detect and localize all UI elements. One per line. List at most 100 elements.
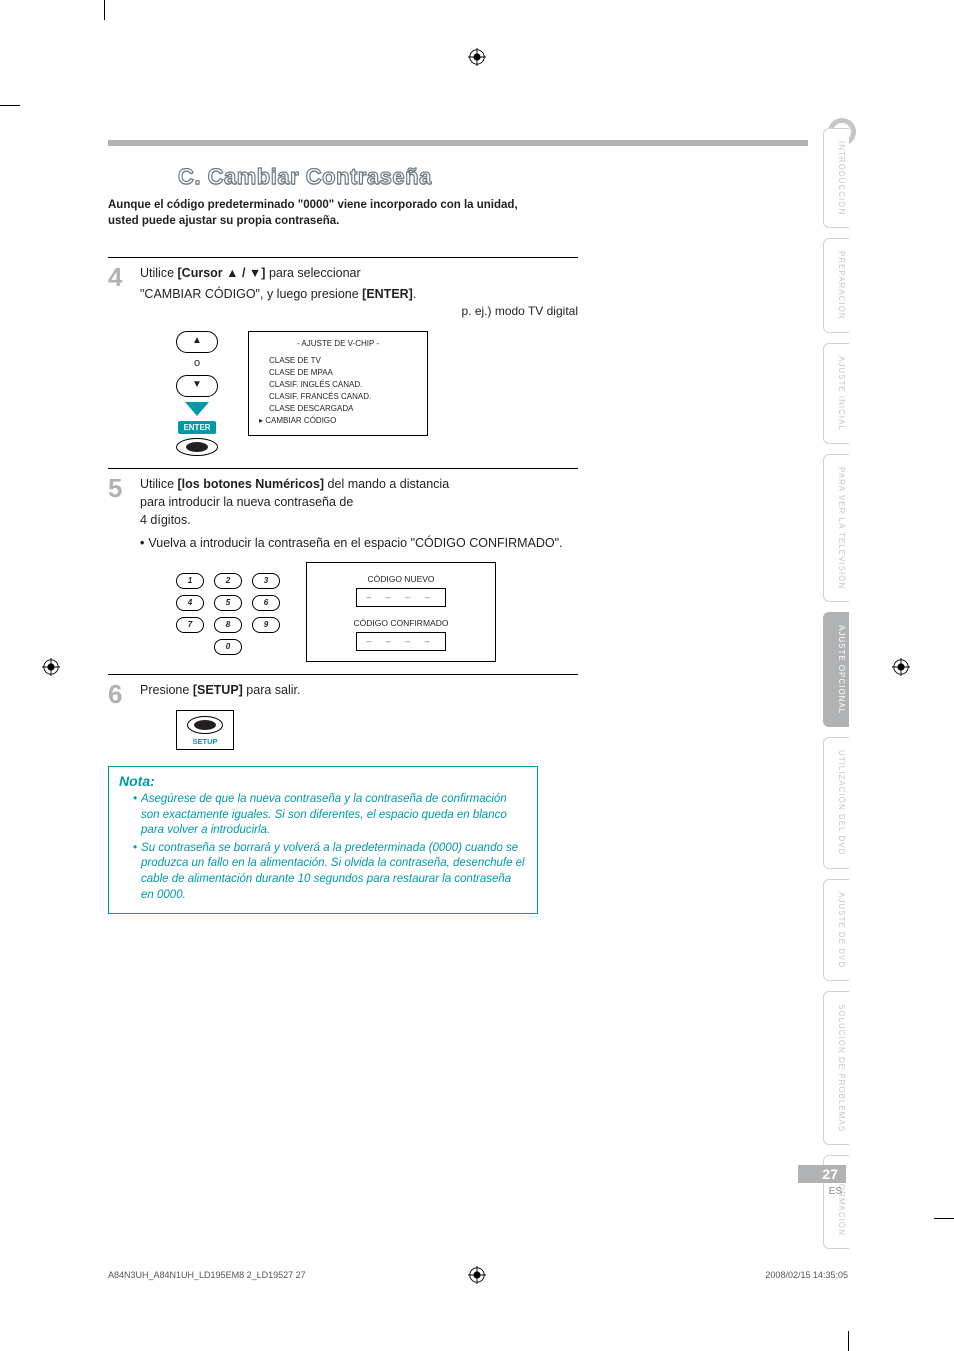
cursor-down-button: ▼	[176, 375, 218, 397]
page-number-block: 27 ES	[798, 1165, 846, 1197]
text: Presione	[140, 683, 193, 697]
arrow-down-icon	[185, 402, 209, 416]
side-tab: UTILIZACIÓN DEL DVD	[823, 737, 849, 868]
side-tab: AJUSTE INICIAL	[823, 343, 849, 444]
enter-text-label: ENTER	[178, 421, 215, 435]
bullet-note: • Vuelva a introducir la contraseña en e…	[140, 534, 578, 552]
screen-menu-item: CLASIF. FRANCÉS CANAD.	[269, 391, 417, 403]
code-entry-screen: CÓDIGO NUEVO – – – – CÓDIGO CONFIRMADO –…	[306, 562, 496, 663]
bullet-dot: •	[140, 534, 144, 552]
keypad-key: 9	[252, 617, 280, 633]
side-tab: PARA VER LA TELEVISIÓN	[823, 454, 849, 602]
keypad-key: 3	[252, 573, 280, 589]
illustration-row: 123 456 7890 CÓDIGO NUEVO – – – – CÓDIGO C…	[176, 562, 578, 663]
print-registration-mark	[892, 658, 910, 676]
text-line2: "CAMBIAR CÓDIGO", y luego presione [ENTE…	[140, 285, 578, 303]
crop-mark	[848, 1331, 849, 1351]
footer-left: A84N3UH_A84N1UH_LD195EM8 2_LD19527 27	[108, 1270, 306, 1280]
setup-button	[187, 716, 223, 734]
side-tabs: INTRODUCCIÓN PREPARACIÓN AJUSTE INICIAL PAR…	[823, 128, 849, 1249]
note-text: Su contraseña se borrará y volverá a la …	[141, 841, 527, 903]
side-tab: SOLUCIÓN DE PROBLEMAS	[823, 991, 849, 1145]
setup-key-label: [SETUP]	[193, 683, 243, 697]
keypad-key: 8	[214, 617, 242, 633]
code-confirm-label: CÓDIGO CONFIRMADO	[321, 617, 481, 629]
code-new-field: – – – –	[356, 588, 446, 607]
keypad-key: 0	[214, 639, 242, 655]
text-line3: 4 dígitos.	[140, 511, 578, 529]
example-caption: p. ej.) modo TV digital	[140, 303, 578, 320]
step-body: Presione [SETUP] para salir. SETUP	[140, 681, 578, 750]
tv-screen-vchip: - AJUSTE DE V-CHIP - CLASE DE TVCLASE DE…	[248, 331, 428, 437]
step-number: 4	[108, 264, 130, 456]
text-line2: para introducir la nueva contraseña de	[140, 493, 578, 511]
cursor-keys-label: [Cursor ▲ / ▼]	[178, 266, 266, 280]
top-rule	[108, 140, 808, 146]
crop-mark	[104, 0, 105, 20]
text: para salir.	[243, 683, 301, 697]
page-lang: ES	[798, 1186, 842, 1197]
bullet-dot: •	[133, 841, 137, 903]
keypad-key: 4	[176, 595, 204, 611]
step-4: 4 Utilice [Cursor ▲ / ▼] para selecciona…	[108, 257, 578, 456]
side-tab: AJUSTE DE DVD	[823, 879, 849, 981]
footer-right: 2008/02/15 14:35:05	[765, 1270, 848, 1280]
section-heading: C. Cambiar Contraseña	[178, 164, 578, 190]
note-box: Nota: •Asegúrese de que la nueva contras…	[108, 766, 538, 914]
remote-keypad: 123 456 7890	[176, 573, 280, 655]
page-content: C. Cambiar Contraseña Aunque el código p…	[108, 140, 578, 914]
screen-menu-item: CLASE DE MPAA	[269, 367, 417, 379]
note-item: •Su contraseña se borrará y volverá a la…	[133, 841, 527, 903]
code-new-label: CÓDIGO NUEVO	[321, 573, 481, 585]
text: Utilice	[140, 266, 178, 280]
step-5: 5 Utilice [los botones Numéricos] del ma…	[108, 468, 578, 662]
keypad-key: 1	[176, 573, 204, 589]
side-tab: PREPARACIÓN	[823, 238, 849, 333]
step-number: 6	[108, 681, 130, 750]
setup-label: SETUP	[177, 737, 233, 748]
print-registration-mark	[468, 48, 486, 66]
side-tab: INTRODUCCIÓN	[823, 128, 849, 228]
keypad-key: 7	[176, 617, 204, 633]
text: .	[413, 287, 416, 301]
enter-label: [ENTER]	[362, 287, 413, 301]
side-tab: AJUSTE OPCIONAL	[823, 612, 849, 727]
intro-line1: Aunque el código predeterminado "0000" v…	[108, 199, 518, 211]
code-confirm-field: – – – –	[356, 632, 446, 651]
screen-title: - AJUSTE DE V-CHIP -	[259, 338, 417, 350]
step-number: 5	[108, 475, 130, 662]
illustration-row: ▲ o ▼ ENTER - AJUSTE DE V-CHIP - CLASE D…	[176, 331, 578, 457]
or-label: o	[194, 356, 200, 372]
setup-button-illustration: SETUP	[176, 710, 234, 751]
print-registration-mark	[42, 658, 60, 676]
step-body: Utilice [Cursor ▲ / ▼] para seleccionar …	[140, 264, 578, 456]
bullet-dot: •	[133, 792, 137, 839]
enter-button	[176, 438, 218, 456]
screen-menu-item: CLASE DESCARGADA	[269, 403, 417, 415]
text: del mando a distancia	[324, 477, 449, 491]
crop-mark	[934, 1218, 954, 1219]
note-item: •Asegúrese de que la nueva contraseña y …	[133, 792, 527, 839]
crop-mark	[0, 105, 20, 106]
step-6: 6 Presione [SETUP] para salir. SETUP	[108, 674, 578, 750]
screen-menu-item: CLASIF. INGLÉS CANAD.	[269, 379, 417, 391]
remote-cursor-buttons: ▲ o ▼ ENTER	[176, 331, 218, 457]
keypad-key: 2	[214, 573, 242, 589]
page-number: 27	[798, 1165, 846, 1183]
text: "CAMBIAR CÓDIGO", y luego presione	[140, 287, 362, 301]
note-text: Asegúrese de que la nueva contraseña y l…	[141, 792, 527, 839]
text: para seleccionar	[265, 266, 360, 280]
screen-menu-item: CLASE DE TV	[269, 355, 417, 367]
numeric-buttons-label: [los botones Numéricos]	[178, 477, 325, 491]
keypad-key: 6	[252, 595, 280, 611]
footer: A84N3UH_A84N1UH_LD195EM8 2_LD19527 27 20…	[108, 1270, 848, 1280]
intro-line2: usted puede ajustar su propia contraseña…	[108, 215, 339, 227]
keypad-key: 5	[214, 595, 242, 611]
note-title: Nota:	[119, 773, 527, 789]
intro-text: Aunque el código predeterminado "0000" v…	[108, 198, 578, 229]
step-body: Utilice [los botones Numéricos] del mand…	[140, 475, 578, 662]
screen-menu-list: CLASE DE TVCLASE DE MPAACLASIF. INGLÉS C…	[269, 355, 417, 427]
screen-menu-item: CAMBIAR CÓDIGO	[269, 415, 417, 427]
bullet-text: Vuelva a introducir la contraseña en el …	[148, 534, 562, 552]
text: Utilice	[140, 477, 178, 491]
